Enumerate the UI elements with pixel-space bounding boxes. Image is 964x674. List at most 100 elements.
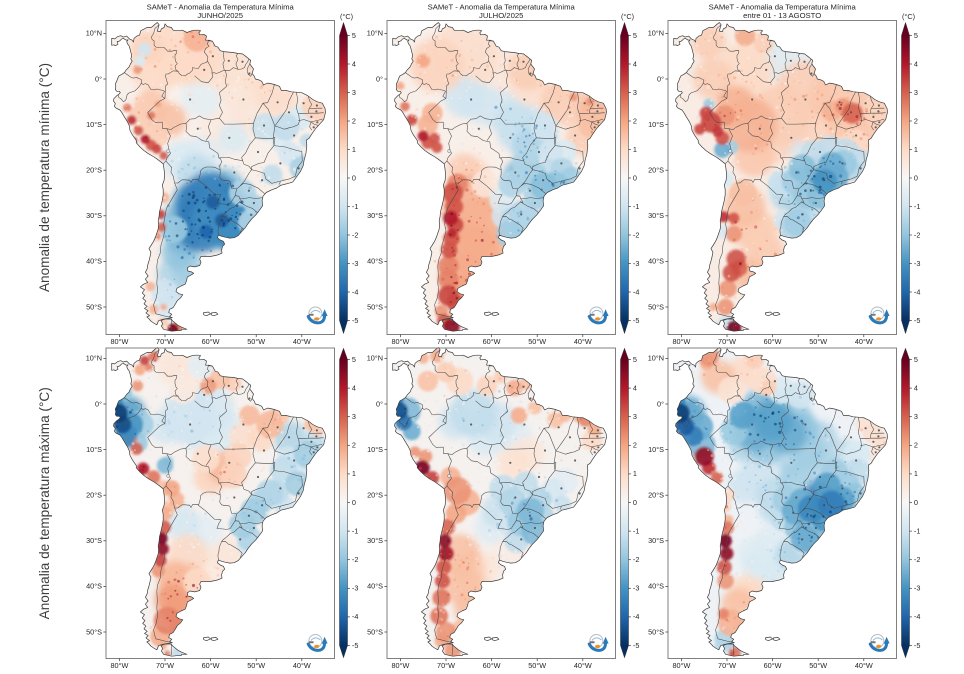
svg-text:50°S: 50°S	[367, 302, 383, 311]
svg-text:3: 3	[633, 412, 637, 421]
svg-text:-4: -4	[633, 287, 640, 296]
svg-text:4: 4	[352, 59, 356, 68]
svg-text:50°S: 50°S	[86, 302, 102, 311]
svg-text:0°: 0°	[657, 399, 664, 408]
svg-text:-3: -3	[914, 584, 921, 593]
svg-text:-5: -5	[352, 641, 359, 650]
svg-text:20°S: 20°S	[648, 166, 664, 175]
svg-text:40°W: 40°W	[293, 337, 311, 346]
svg-text:60°W: 60°W	[483, 661, 501, 670]
svg-text:0°: 0°	[376, 74, 383, 83]
svg-text:10°N: 10°N	[86, 354, 102, 363]
svg-text:JUNHO/2025: JUNHO/2025	[197, 11, 243, 20]
svg-text:3: 3	[914, 412, 918, 421]
svg-text:1: 1	[633, 469, 637, 478]
svg-text:4: 4	[914, 59, 918, 68]
svg-text:2: 2	[633, 116, 637, 125]
svg-text:50°W: 50°W	[809, 337, 827, 346]
svg-text:2: 2	[914, 116, 918, 125]
svg-text:10°S: 10°S	[367, 445, 383, 454]
svg-text:5: 5	[914, 31, 918, 40]
svg-text:-3: -3	[633, 584, 640, 593]
svg-text:40°W: 40°W	[574, 661, 592, 670]
svg-text:0°: 0°	[657, 74, 664, 83]
svg-text:0: 0	[914, 498, 918, 507]
svg-text:4: 4	[352, 383, 356, 392]
svg-text:0: 0	[352, 498, 356, 507]
svg-text:4: 4	[914, 383, 918, 392]
svg-text:20°S: 20°S	[86, 491, 102, 500]
svg-text:-2: -2	[633, 230, 640, 239]
svg-text:2: 2	[352, 116, 356, 125]
svg-text:-3: -3	[633, 259, 640, 268]
svg-text:60°W: 60°W	[202, 661, 220, 670]
svg-text:50°W: 50°W	[809, 661, 827, 670]
svg-text:50°W: 50°W	[528, 661, 546, 670]
svg-text:-5: -5	[914, 641, 921, 650]
svg-text:4: 4	[633, 383, 637, 392]
svg-text:40°W: 40°W	[293, 661, 311, 670]
svg-text:10°N: 10°N	[367, 29, 383, 38]
svg-text:entre 01 - 13 AGOSTO: entre 01 - 13 AGOSTO	[743, 11, 821, 20]
svg-text:-3: -3	[352, 584, 359, 593]
svg-text:-4: -4	[352, 612, 359, 621]
svg-text:-2: -2	[352, 230, 359, 239]
svg-text:10°S: 10°S	[648, 120, 664, 129]
svg-text:-3: -3	[352, 259, 359, 268]
svg-text:40°S: 40°S	[648, 582, 664, 591]
svg-text:50°W: 50°W	[528, 337, 546, 346]
svg-text:-2: -2	[352, 555, 359, 564]
svg-text:50°W: 50°W	[247, 661, 265, 670]
svg-text:3: 3	[914, 88, 918, 97]
svg-text:-4: -4	[352, 287, 359, 296]
svg-text:20°S: 20°S	[367, 491, 383, 500]
svg-text:80°W: 80°W	[110, 661, 128, 670]
svg-text:0°: 0°	[95, 399, 102, 408]
svg-text:3: 3	[633, 88, 637, 97]
svg-text:SAMeT - Anomalia da Temperatur: SAMeT - Anomalia da Temperatura Mínima	[147, 3, 295, 12]
svg-text:(°C): (°C)	[621, 12, 634, 21]
svg-text:-1: -1	[633, 526, 640, 535]
svg-text:-2: -2	[914, 230, 921, 239]
svg-text:3: 3	[352, 412, 356, 421]
svg-text:SAMeT - Anomalia da Temperatur: SAMeT - Anomalia da Temperatura Mínima	[428, 3, 576, 12]
svg-text:(°C): (°C)	[340, 12, 353, 21]
svg-text:10°N: 10°N	[648, 354, 664, 363]
svg-text:0: 0	[633, 498, 637, 507]
svg-text:1: 1	[914, 145, 918, 154]
svg-text:5: 5	[352, 31, 356, 40]
svg-text:50°S: 50°S	[367, 627, 383, 636]
svg-text:70°W: 70°W	[156, 661, 174, 670]
svg-text:80°W: 80°W	[391, 337, 409, 346]
svg-text:70°W: 70°W	[437, 661, 455, 670]
svg-text:50°W: 50°W	[247, 337, 265, 346]
svg-text:40°S: 40°S	[367, 582, 383, 591]
svg-text:40°S: 40°S	[367, 257, 383, 266]
svg-text:80°W: 80°W	[391, 661, 409, 670]
svg-text:-1: -1	[352, 526, 359, 535]
svg-text:5: 5	[633, 355, 637, 364]
svg-text:4: 4	[633, 59, 637, 68]
svg-text:30°S: 30°S	[648, 536, 664, 545]
svg-text:70°W: 70°W	[718, 337, 736, 346]
svg-text:30°S: 30°S	[86, 536, 102, 545]
svg-text:80°W: 80°W	[672, 337, 690, 346]
svg-text:80°W: 80°W	[110, 337, 128, 346]
svg-text:0: 0	[352, 173, 356, 182]
svg-text:5: 5	[352, 355, 356, 364]
svg-text:60°W: 60°W	[483, 337, 501, 346]
svg-text:1: 1	[633, 145, 637, 154]
svg-text:80°W: 80°W	[672, 661, 690, 670]
svg-text:2: 2	[352, 441, 356, 450]
svg-text:0: 0	[633, 173, 637, 182]
svg-text:60°W: 60°W	[764, 661, 782, 670]
svg-text:2: 2	[914, 441, 918, 450]
svg-text:-4: -4	[633, 612, 640, 621]
svg-text:30°S: 30°S	[86, 211, 102, 220]
svg-text:5: 5	[914, 355, 918, 364]
svg-text:-2: -2	[633, 555, 640, 564]
svg-text:1: 1	[352, 469, 356, 478]
svg-text:-1: -1	[914, 202, 921, 211]
svg-text:60°W: 60°W	[202, 337, 220, 346]
svg-text:3: 3	[352, 88, 356, 97]
